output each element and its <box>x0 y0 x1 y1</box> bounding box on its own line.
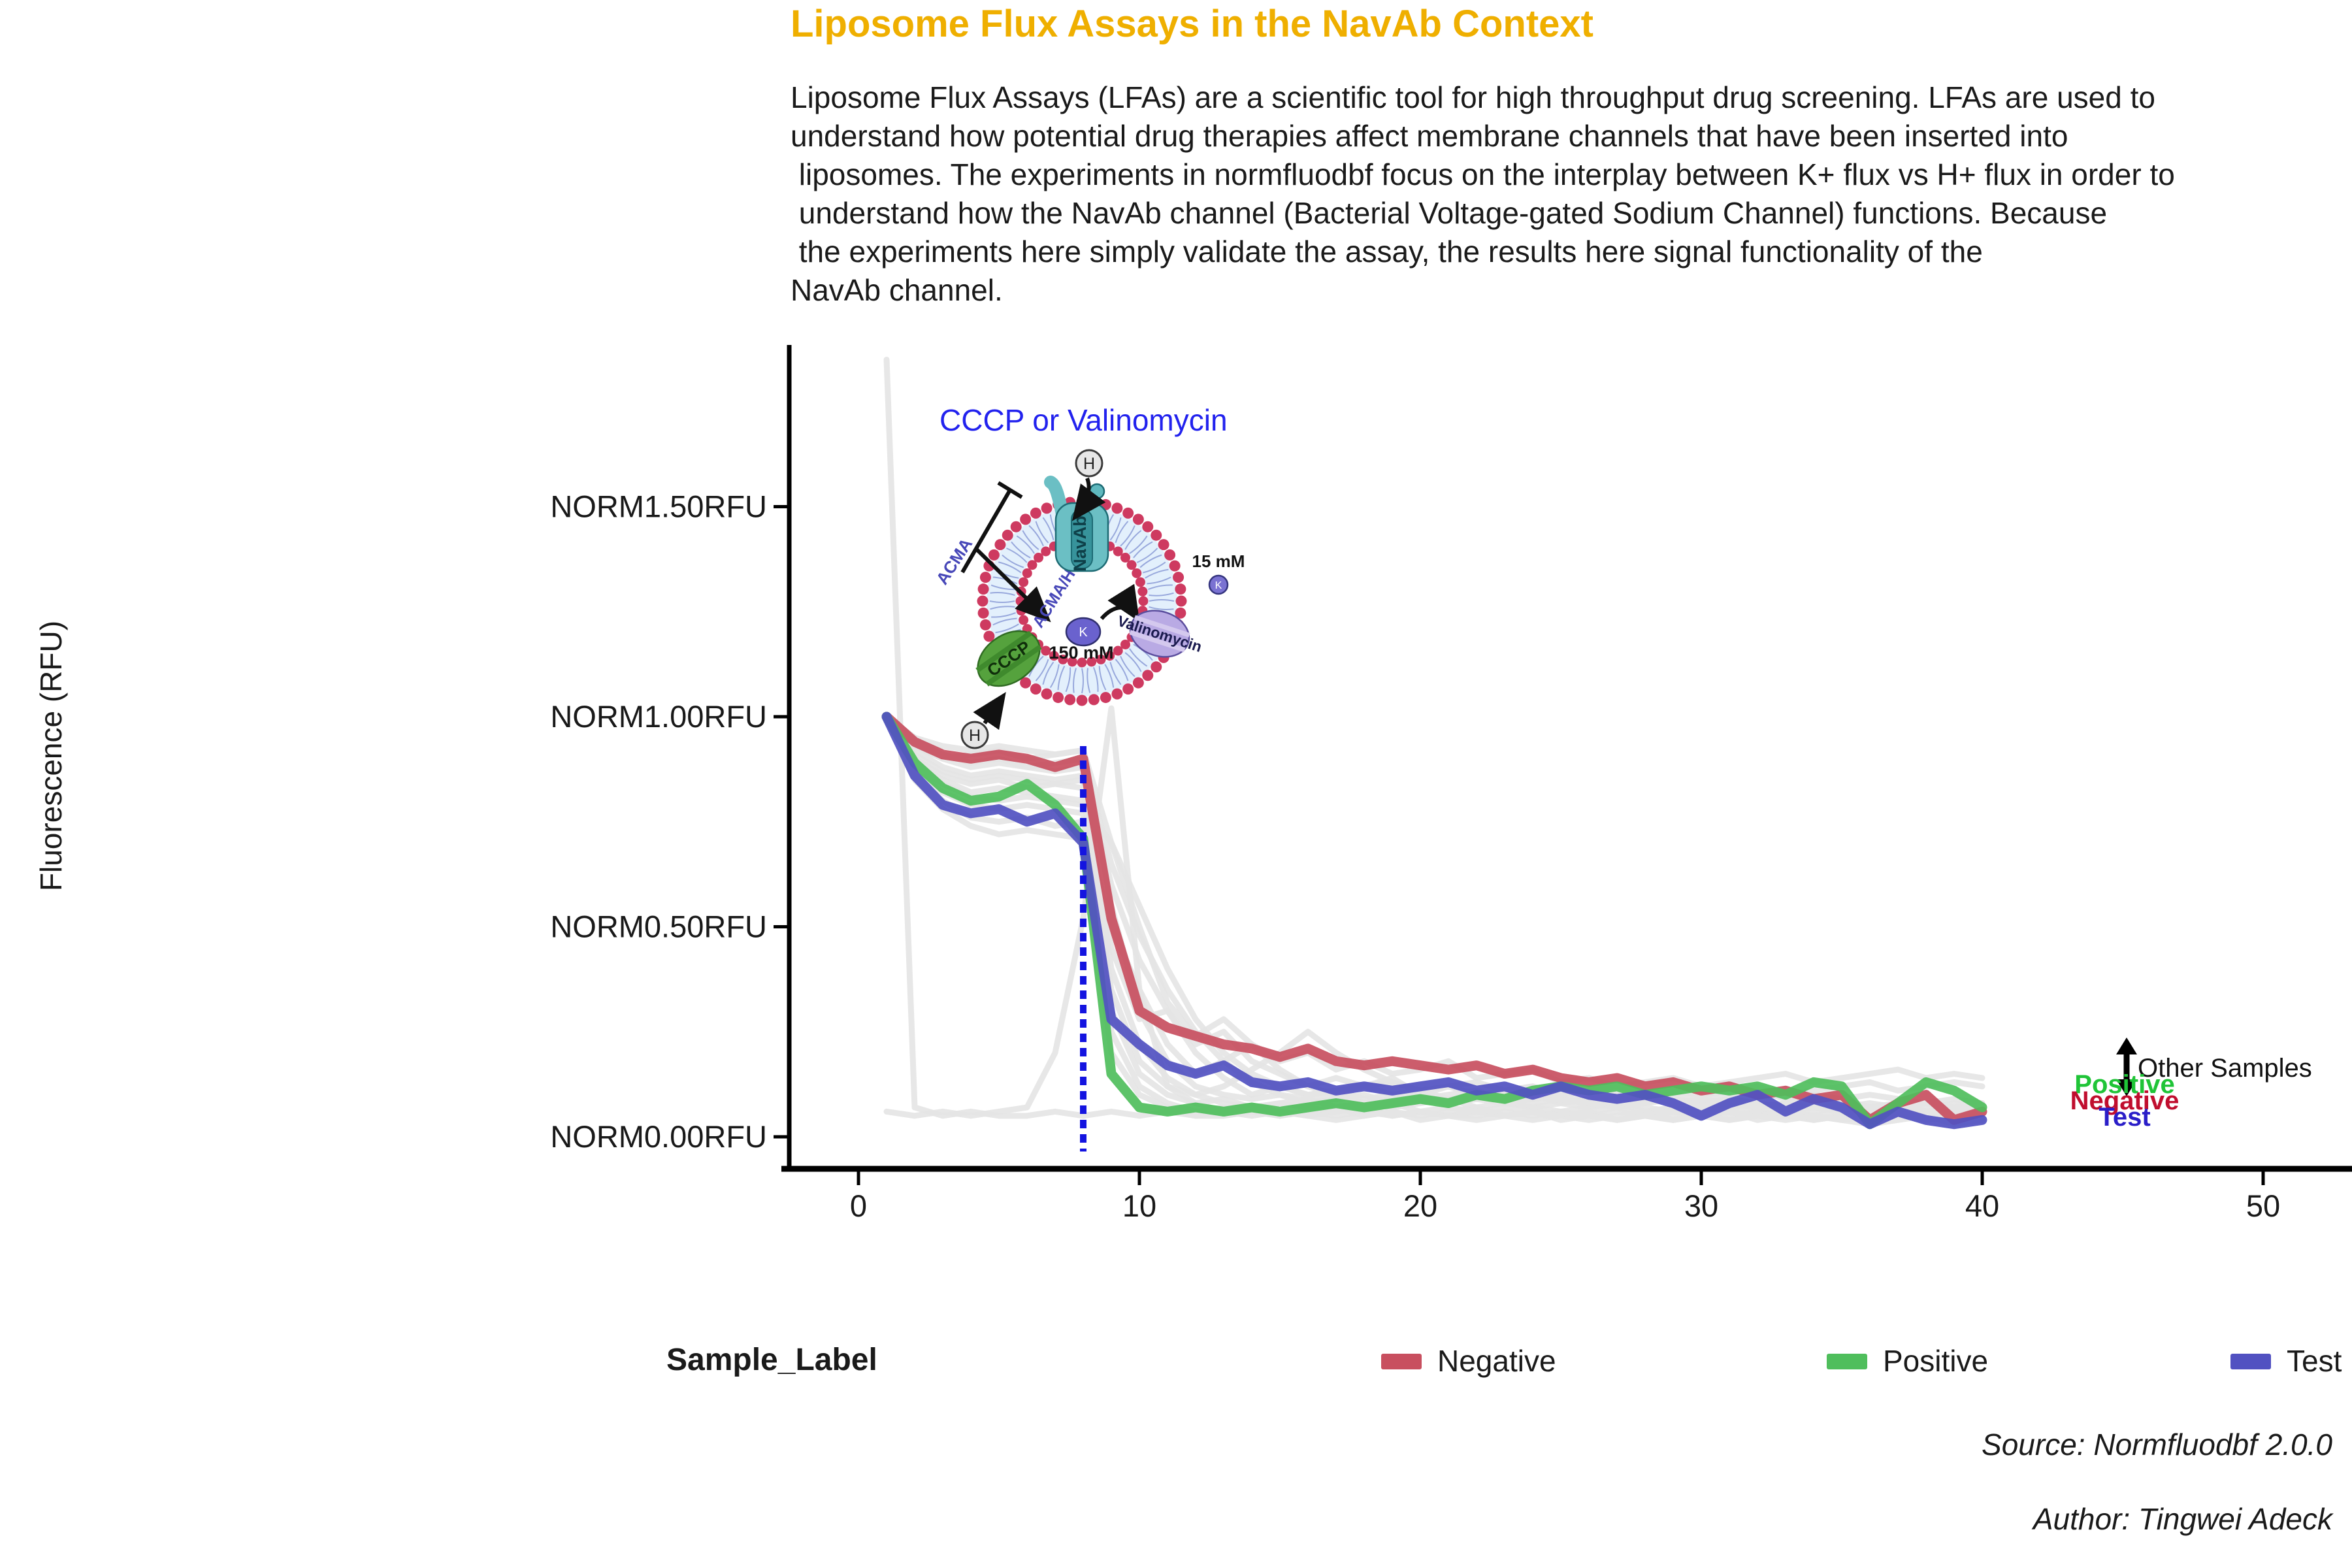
k-ion-inside <box>1065 617 1102 647</box>
acma-h-arrow <box>974 547 1051 623</box>
k-exit-arrow <box>1100 583 1140 623</box>
legend-swatch-negative <box>1381 1354 1422 1369</box>
navab-label: NavAb <box>1070 515 1090 572</box>
other-samples-annotation: Other Samples <box>2138 1054 2312 1083</box>
cccp-carrier: CCCP <box>975 630 1042 687</box>
k-ion-outside <box>1208 574 1229 595</box>
diagram-title: CCCP or Valinomycin <box>939 403 1228 437</box>
y-axis-title: Fluorescence (RFU) <box>34 620 68 892</box>
svg-text:10: 10 <box>1122 1188 1156 1223</box>
svg-text:NORM1.50RFU: NORM1.50RFU <box>550 489 767 524</box>
author-credit: Author: Tingwei Adeck <box>2033 1502 2332 1536</box>
k-ion-inside-label: K <box>1079 625 1088 640</box>
acma-inhibit-line <box>960 489 1012 574</box>
navab-channel: NavAb <box>1044 476 1109 572</box>
legend-swatch-test <box>2230 1354 2271 1369</box>
liposome-diagram: ACMA ACMA/H+ NavAb H K 150 mM Valinomyci… <box>932 449 1245 749</box>
svg-text:40: 40 <box>1965 1188 1999 1223</box>
intro-paragraph: Liposome Flux Assays (LFAs) are a scient… <box>791 80 2175 307</box>
svg-text:NORM0.00RFU: NORM0.00RFU <box>550 1119 767 1154</box>
legend-label-test: Test <box>2287 1344 2342 1378</box>
legend-label-negative: Negative <box>1437 1344 1556 1378</box>
svg-text:50: 50 <box>2246 1188 2280 1223</box>
k-ion-outside-label: K <box>1215 580 1222 591</box>
h-ion-bottom-label: H <box>969 727 981 745</box>
page-title: Liposome Flux Assays in the NavAb Contex… <box>791 3 1593 45</box>
valinomycin-carrier: Valinomycin <box>1115 610 1204 658</box>
source-credit: Source: Normfluodbf 2.0.0 <box>1982 1428 2332 1462</box>
outside-concentration-label: 15 mM <box>1192 551 1245 571</box>
h-ion-top <box>1075 449 1103 478</box>
inside-concentration-label: 150 mM <box>1049 643 1113 662</box>
svg-text:NORM1.00RFU: NORM1.00RFU <box>550 699 767 734</box>
svg-text:30: 30 <box>1684 1188 1718 1223</box>
svg-text:20: 20 <box>1403 1188 1437 1223</box>
svg-text:NORM0.50RFU: NORM0.50RFU <box>550 909 767 944</box>
test-endpoint-label: Test <box>2099 1103 2151 1132</box>
up-down-arrow-icon <box>2116 1037 2137 1096</box>
h-ion-top-label: H <box>1083 455 1095 473</box>
svg-text:0: 0 <box>850 1188 867 1223</box>
endpoint-label-stack: Positive Negative Test <box>2027 1071 2223 1132</box>
acma-inhibit-cap <box>997 481 1023 499</box>
legend-label-positive: Positive <box>1883 1344 1989 1378</box>
h-to-cccp-arrow <box>973 692 1006 730</box>
legend-swatch-positive <box>1827 1354 1867 1369</box>
legend-title: Sample_Label <box>666 1343 877 1377</box>
h-entry-arrow <box>1071 477 1106 521</box>
